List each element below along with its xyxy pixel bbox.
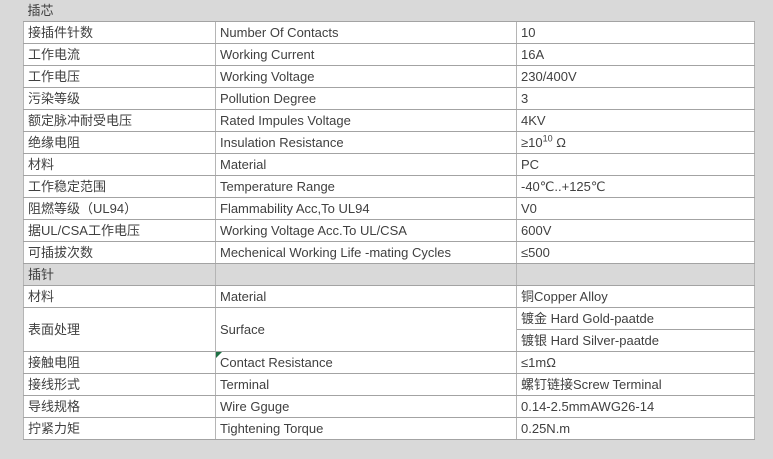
spec-row-insulation-resistance: 绝缘电阻 Insulation Resistance ≥1010 Ω	[23, 131, 756, 154]
spec-value: -40℃..+125℃	[515, 175, 756, 198]
spec-row-pollution-degree: 污染等级 Pollution Degree 3	[23, 87, 756, 110]
spec-label-cn: 接线形式	[23, 373, 216, 396]
spec-value: 16A	[515, 43, 756, 66]
spec-row-contact-resistance: 接触电阻 Contact Resistance ≤1mΩ	[23, 351, 756, 374]
spec-value-surface-silver: 镀银 Hard Silver-paatde	[515, 329, 756, 352]
section-header-empty-cell	[215, 263, 517, 286]
spec-label-cn: 可插拔次数	[23, 241, 216, 264]
spec-label-en: Temperature Range	[215, 175, 517, 198]
spec-value: 3	[515, 87, 756, 110]
spec-value: PC	[515, 153, 756, 176]
spec-row-working-voltage: 工作电压 Working Voltage 230/400V	[23, 65, 756, 88]
spec-value-surface-gold: 镀金 Hard Gold-paatde	[515, 307, 756, 330]
spec-label-en: Mechenical Working Life -mating Cycles	[215, 241, 517, 264]
section-header-label: 插芯	[23, 0, 755, 22]
spec-row-number-of-contacts: 接插件针数 Number Of Contacts 10	[23, 21, 756, 44]
spec-label-en: Rated Impules Voltage	[215, 109, 517, 132]
spec-row-terminal: 接线形式 Terminal 螺钉链接Screw Terminal	[23, 373, 756, 396]
spec-label-en: Number Of Contacts	[215, 21, 517, 44]
spec-row-surface-silver: 镀银 Hard Silver-paatde	[24, 329, 756, 352]
spec-row-ul-csa-voltage: 据UL/CSA工作电压 Working Voltage Acc.To UL/CS…	[23, 219, 756, 242]
value-superscript: 10	[542, 133, 553, 144]
spec-row-mating-cycles: 可插拔次数 Mechenical Working Life -mating Cy…	[23, 241, 756, 264]
spec-label-cn: 据UL/CSA工作电压	[23, 219, 216, 242]
spec-label-cn: 阻燃等级（UL94）	[23, 197, 216, 220]
spec-label-en: Terminal	[215, 373, 517, 396]
spec-row-material-pin: 材料 Material 铜Copper Alloy	[23, 285, 756, 308]
spec-value: 螺钉链接Screw Terminal	[515, 373, 756, 396]
spec-row-material-core: 材料 Material PC	[23, 153, 756, 176]
spec-label-en: Contact Resistance	[215, 351, 517, 374]
spec-label-cn: 材料	[23, 285, 216, 308]
spec-label-en: Surface	[215, 307, 517, 352]
spec-table-container: 插芯 接插件针数 Number Of Contacts 10 工作电流 Work…	[23, 0, 756, 440]
spec-value: 10	[515, 21, 756, 44]
spec-label-cn: 污染等级	[23, 87, 216, 110]
spec-label-cn: 额定脉冲耐受电压	[23, 109, 216, 132]
spec-label-en: Working Current	[215, 43, 517, 66]
spec-label-cn: 工作电压	[23, 65, 216, 88]
spec-value: ≤1mΩ	[515, 351, 756, 374]
spec-label-cn: 表面处理	[23, 307, 216, 352]
spec-value: V0	[515, 197, 756, 220]
spec-label-cn: 绝缘电阻	[23, 131, 216, 154]
spec-label-en: Material	[215, 153, 517, 176]
section-header-empty-cell	[515, 263, 756, 286]
spec-label-cn: 工作稳定范围	[23, 175, 216, 198]
spec-row-temperature-range: 工作稳定范围 Temperature Range -40℃..+125℃	[23, 175, 756, 198]
section-header-row-core: 插芯	[23, 0, 755, 22]
spec-label-en: Wire Gguge	[215, 395, 517, 418]
spec-value: 600V	[515, 219, 756, 242]
spec-label-cn: 接触电阻	[23, 351, 216, 374]
comment-marker-icon	[216, 352, 222, 358]
spec-value: 0.25N.m	[515, 417, 756, 440]
spec-value: 230/400V	[515, 65, 756, 88]
spec-row-wire-gauge: 导线规格 Wire Gguge 0.14-2.5mmAWG26-14	[23, 395, 756, 418]
spec-value: ≤500	[515, 241, 756, 264]
spec-label-en: Insulation Resistance	[215, 131, 517, 154]
value-tail: Ω	[552, 135, 566, 150]
spec-row-tightening-torque: 拧紧力矩 Tightening Torque 0.25N.m	[23, 417, 756, 440]
spec-table: 插芯 接插件针数 Number Of Contacts 10 工作电流 Work…	[23, 0, 756, 440]
spec-label-cn: 材料	[23, 153, 216, 176]
spec-value: 铜Copper Alloy	[515, 285, 756, 308]
spec-label-en: Material	[215, 285, 517, 308]
spec-row-working-current: 工作电流 Working Current 16A	[23, 43, 756, 66]
spec-label-cn: 工作电流	[23, 43, 216, 66]
value-base: ≥10	[521, 135, 543, 150]
spec-label-en: Pollution Degree	[215, 87, 517, 110]
spec-row-rated-impulse-voltage: 额定脉冲耐受电压 Rated Impules Voltage 4KV	[23, 109, 756, 132]
spec-value: 4KV	[515, 109, 756, 132]
section-header-row-pin: 插针	[23, 263, 756, 286]
spec-label-cn: 拧紧力矩	[23, 417, 216, 440]
spec-value: 0.14-2.5mmAWG26-14	[515, 395, 756, 418]
spec-label-en: Working Voltage	[215, 65, 517, 88]
spec-value: ≥1010 Ω	[515, 131, 756, 154]
spec-label-en: Flammability Acc,To UL94	[215, 197, 517, 220]
spec-row-flammability: 阻燃等级（UL94） Flammability Acc,To UL94 V0	[23, 197, 756, 220]
spec-row-surface: 表面处理 Surface 镀金 Hard Gold-paatde	[23, 307, 756, 352]
spec-label-en: Tightening Torque	[215, 417, 517, 440]
spec-label-en: Working Voltage Acc.To UL/CSA	[215, 219, 517, 242]
section-header-label: 插针	[23, 263, 216, 286]
spec-label-cn: 导线规格	[23, 395, 216, 418]
spec-label-cn: 接插件针数	[23, 21, 216, 44]
spec-label-en-text: Contact Resistance	[220, 355, 333, 370]
